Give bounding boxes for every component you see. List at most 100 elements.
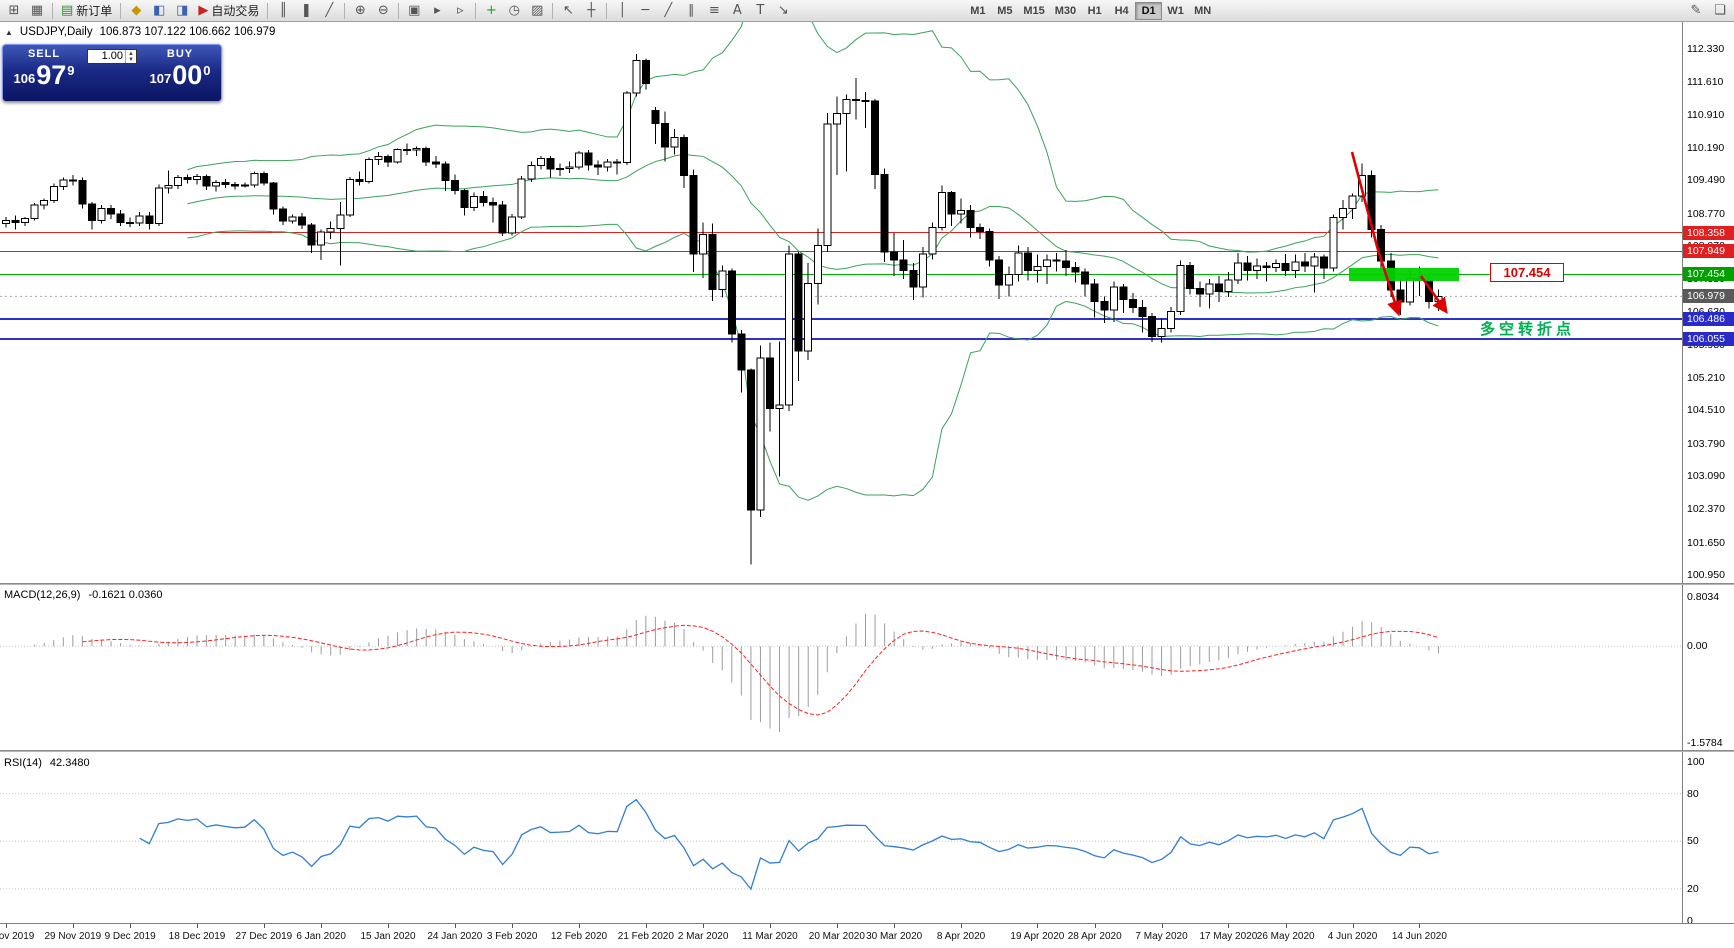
price-badge-106.486[interactable]: 106.486	[1683, 312, 1734, 327]
price-axis[interactable]: 112.330 111.610 110.910 110.190 109.490 108.7…	[1683, 22, 1734, 583]
candle-body	[250, 172, 259, 186]
rsi-canvas[interactable]	[0, 752, 1682, 923]
templates-button[interactable]: ▨	[526, 1, 548, 21]
price-badge-108.358[interactable]: 108.358	[1683, 225, 1734, 240]
trend-arrow-2[interactable]	[1419, 275, 1448, 314]
trend-arrow-1[interactable]	[1350, 151, 1403, 317]
timeframe-m5-button[interactable]: M5	[997, 4, 1013, 17]
auto-scroll-button[interactable]: ▸	[426, 1, 448, 21]
candle-body	[1090, 283, 1099, 302]
sell-price: 106 97 9	[14, 60, 75, 91]
chart-shift-button[interactable]: ▹	[449, 1, 471, 21]
candle-body	[469, 195, 478, 209]
chart-profiles-button[interactable]: ▦	[26, 1, 48, 21]
date-axis-label: 20 Mar 2020	[808, 931, 865, 942]
toolbar-buttons: ⊞ ▦ ▤ 新订单 ◆ ◧ ◨ ▶ 自动交易 ║ ❚ ╱ ⊕ ⊖ ▣ ▸ ▹ + ◷ ▨ ↖ ┼ │ ─ ╱ ∥ ≡ A T ↘	[3, 1, 794, 21]
label-tool-button[interactable]: T	[749, 1, 771, 21]
price-badge-107.949[interactable]: 107.949	[1683, 244, 1734, 259]
line-chart-mode-button[interactable]: ╱	[318, 1, 340, 21]
panel-splitter[interactable]	[0, 583, 1734, 585]
macd-axis[interactable]: 0.8034 0.00 -1.5784	[1683, 585, 1734, 750]
candle-body	[479, 195, 488, 203]
timeframe-m30-button[interactable]: M30	[1054, 4, 1077, 17]
periods-icon: ◷	[508, 3, 520, 18]
volume-input[interactable]: 1.00 ▲ ▼	[87, 49, 137, 64]
candle-body	[68, 179, 77, 182]
price-badge-106.055[interactable]: 106.055	[1683, 332, 1734, 347]
macd-axis-label: 0.00	[1687, 640, 1708, 653]
panel-splitter[interactable]	[0, 750, 1734, 752]
bar-chart-mode-icon: ║	[279, 3, 288, 18]
edit-chart-button[interactable]: ✎	[1685, 1, 1707, 21]
window-list-button[interactable]: ❏	[1709, 1, 1731, 21]
candle-body	[947, 192, 956, 215]
date-axis-label: 21 Feb 2020	[617, 931, 674, 942]
timeframe-h4-button[interactable]: H4	[1114, 4, 1129, 17]
volume-spinner[interactable]: ▲ ▼	[125, 50, 136, 63]
candle-body	[116, 213, 125, 223]
crosshair-tool-button[interactable]: ┼	[580, 1, 602, 21]
date-axis-label: 14 Jun 2020	[1391, 931, 1447, 942]
macd-title: MACD(12,26,9)	[4, 589, 81, 601]
timeframe-mn-button[interactable]: MN	[1194, 4, 1212, 17]
autotrading-button[interactable]: ▶ 自动交易	[194, 1, 263, 21]
new-chart-button[interactable]: ⊞	[3, 1, 25, 21]
new-order-button[interactable]: ▤ 新订单	[57, 1, 116, 21]
candle-body	[1329, 217, 1338, 269]
candle-body	[804, 282, 813, 352]
price-badge-107.454[interactable]: 107.454	[1683, 267, 1734, 282]
arrows-tool-icon: ↘	[777, 3, 789, 18]
buy-button[interactable]: BUY 107 00 0	[139, 45, 221, 101]
zoom-out-button[interactable]: ⊖	[372, 1, 394, 21]
navigator-button[interactable]: ◨	[171, 1, 193, 21]
main-chart-canvas[interactable]	[0, 22, 1682, 583]
fibonacci-tool-button[interactable]: ≡	[703, 1, 725, 21]
timeframe-h1-button[interactable]: H1	[1087, 4, 1102, 17]
rsi-axis-label: 100	[1687, 756, 1705, 768]
market-watch-button[interactable]: ◆	[125, 1, 147, 21]
periods-button[interactable]: ◷	[503, 1, 525, 21]
candle-body	[288, 216, 297, 222]
vertical-line-tool-button[interactable]: │	[611, 1, 633, 21]
timeframe-m15-button[interactable]: M15	[1023, 4, 1045, 17]
candle-body	[1405, 277, 1414, 303]
cursor-tool-button[interactable]: ↖	[557, 1, 579, 21]
chinese-note-label[interactable]: 多空转折点	[1480, 321, 1576, 338]
highlight-rectangle[interactable]	[1349, 268, 1459, 281]
one-click-toggle[interactable]: ▲	[5, 27, 13, 37]
candle-body	[1167, 311, 1176, 330]
date-axis-tick	[645, 924, 647, 928]
date-axis-label: 18 Dec 2019	[168, 931, 226, 942]
arrows-tool-button[interactable]: ↘	[772, 1, 794, 21]
data-window-button[interactable]: ◧	[148, 1, 170, 21]
horizontal-line-tool-button[interactable]: ─	[634, 1, 656, 21]
tile-windows-button[interactable]: ▣	[403, 1, 425, 21]
candle-body	[555, 167, 564, 170]
zoom-in-button[interactable]: ⊕	[349, 1, 371, 21]
bar-chart-mode-button[interactable]: ║	[272, 1, 294, 21]
candle-body	[508, 216, 517, 234]
indicators-list-button[interactable]: +	[480, 1, 502, 21]
volume-up-icon[interactable]: ▲	[128, 50, 134, 57]
candle-body	[460, 189, 469, 209]
trendline-tool-button[interactable]: ╱	[657, 1, 679, 21]
channel-tool-button[interactable]: ∥	[680, 1, 702, 21]
candle-body	[1186, 264, 1195, 289]
sell-button[interactable]: SELL 106 97 9	[3, 45, 85, 101]
candle-body	[603, 161, 612, 168]
price-axis-label: 110.190	[1687, 141, 1725, 154]
candlestick-mode-button[interactable]: ❚	[295, 1, 317, 21]
timeframe-d1-button[interactable]: D1	[1135, 1, 1163, 20]
date-axis-tick	[197, 924, 198, 928]
candle-body	[317, 231, 326, 246]
macd-canvas[interactable]	[0, 585, 1682, 750]
price-callout-label[interactable]: 107.454	[1490, 263, 1564, 282]
timeframe-m1-button[interactable]: M1	[970, 4, 986, 17]
symbol-title: USDJPY,Daily	[19, 26, 93, 38]
rsi-axis[interactable]: 100 80 50 20 0	[1683, 752, 1734, 927]
date-axis-tick	[961, 924, 962, 928]
timeframe-w1-button[interactable]: W1	[1167, 4, 1184, 17]
text-tool-button[interactable]: A	[726, 1, 748, 21]
volume-down-icon[interactable]: ▼	[128, 56, 134, 63]
